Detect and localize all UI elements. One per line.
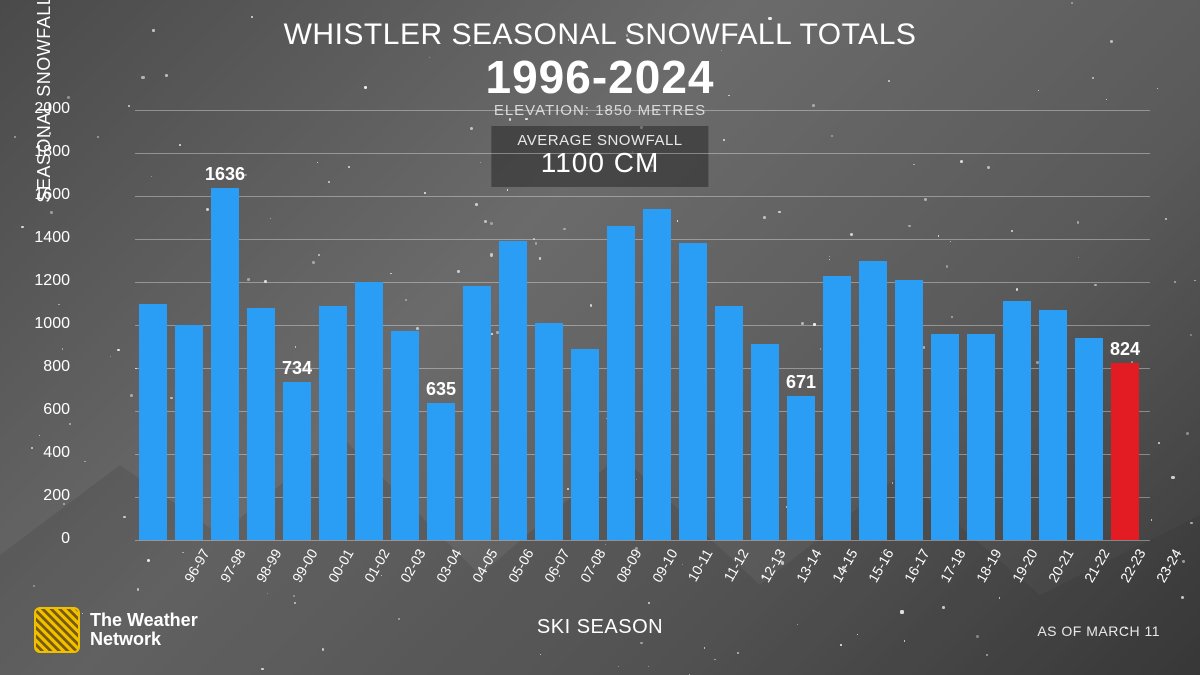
x-tick: 22-23 [1117,546,1149,585]
data-label: 1636 [205,164,245,185]
bar [571,349,599,540]
bar [931,334,959,540]
y-tick: 400 [0,444,70,462]
x-tick: 06-07 [541,546,573,585]
bar [355,282,383,540]
y-tick: 1800 [0,143,70,161]
bar-chart: 96-9797-9898-9999-0000-0101-0202-0303-04… [135,110,1150,540]
bar [1003,301,1031,540]
bar [535,323,563,540]
brand-icon [34,607,80,653]
gridline [135,196,1150,197]
bar [1111,363,1139,540]
bar [427,403,455,540]
bar [823,276,851,540]
bar [175,325,203,540]
y-tick: 2000 [0,100,70,118]
x-tick: 11-12 [720,546,751,584]
x-tick: 12-13 [757,546,789,585]
as-of-note: AS OF MARCH 11 [1037,623,1160,639]
bar [211,188,239,540]
y-tick: 600 [0,401,70,419]
brand-line1: The Weather [90,610,198,630]
x-tick: 08-09 [613,546,645,585]
data-label: 734 [282,358,312,379]
y-tick: 800 [0,358,70,376]
bar [895,280,923,540]
gridline [135,153,1150,154]
bar [391,331,419,540]
bar [859,261,887,541]
bar [679,243,707,540]
data-label: 635 [426,379,456,400]
x-tick: 18-19 [973,546,1005,585]
brand-logo: The Weather Network [34,607,198,653]
x-tick: 16-17 [901,546,933,585]
bar [1039,310,1067,540]
x-tick: 04-05 [469,546,501,585]
x-tick: 14-15 [829,546,861,585]
brand-line2: Network [90,629,161,649]
bar [283,382,311,540]
bar [463,286,491,540]
x-tick: 10-11 [684,546,715,584]
bar [751,344,779,540]
brand-text: The Weather Network [90,611,198,649]
x-tick: 98-99 [253,546,285,585]
x-tick: 23-24 [1153,546,1185,585]
x-tick: 05-06 [505,546,537,585]
bar [643,209,671,540]
chart-title: WHISTLER SEASONAL SNOWFALL TOTALS [0,18,1200,52]
bar [247,308,275,540]
data-label: 824 [1110,339,1140,360]
stage: WHISTLER SEASONAL SNOWFALL TOTALS 1996-2… [0,0,1200,675]
x-tick: 02-03 [397,546,429,585]
bar [967,334,995,540]
data-label: 671 [786,372,816,393]
x-tick: 03-04 [433,546,465,585]
x-tick: 07-08 [577,546,609,585]
bar [1075,338,1103,540]
bar [715,306,743,540]
bar [139,304,167,541]
gridline [135,540,1150,541]
x-tick: 97-98 [217,546,249,585]
gridline [135,110,1150,111]
x-tick: 96-97 [181,546,213,585]
y-tick: 1200 [0,272,70,290]
y-tick: 1600 [0,186,70,204]
x-tick: 09-10 [649,546,681,585]
x-tick: 99-00 [289,546,321,585]
year-range: 1996-2024 [0,50,1200,104]
x-tick: 01-02 [361,546,393,585]
y-tick: 200 [0,487,70,505]
x-tick: 20-21 [1045,546,1077,585]
bar [319,306,347,540]
y-tick: 0 [0,530,70,548]
y-tick: 1000 [0,315,70,333]
bar [787,396,815,540]
x-tick: 15-16 [865,546,897,585]
bar [607,226,635,540]
x-tick: 19-20 [1009,546,1041,585]
x-tick: 00-01 [325,546,357,585]
x-tick: 13-14 [793,546,825,585]
bar [499,241,527,540]
x-tick: 21-22 [1081,546,1113,585]
y-tick: 1400 [0,229,70,247]
x-tick: 17-18 [937,546,969,585]
